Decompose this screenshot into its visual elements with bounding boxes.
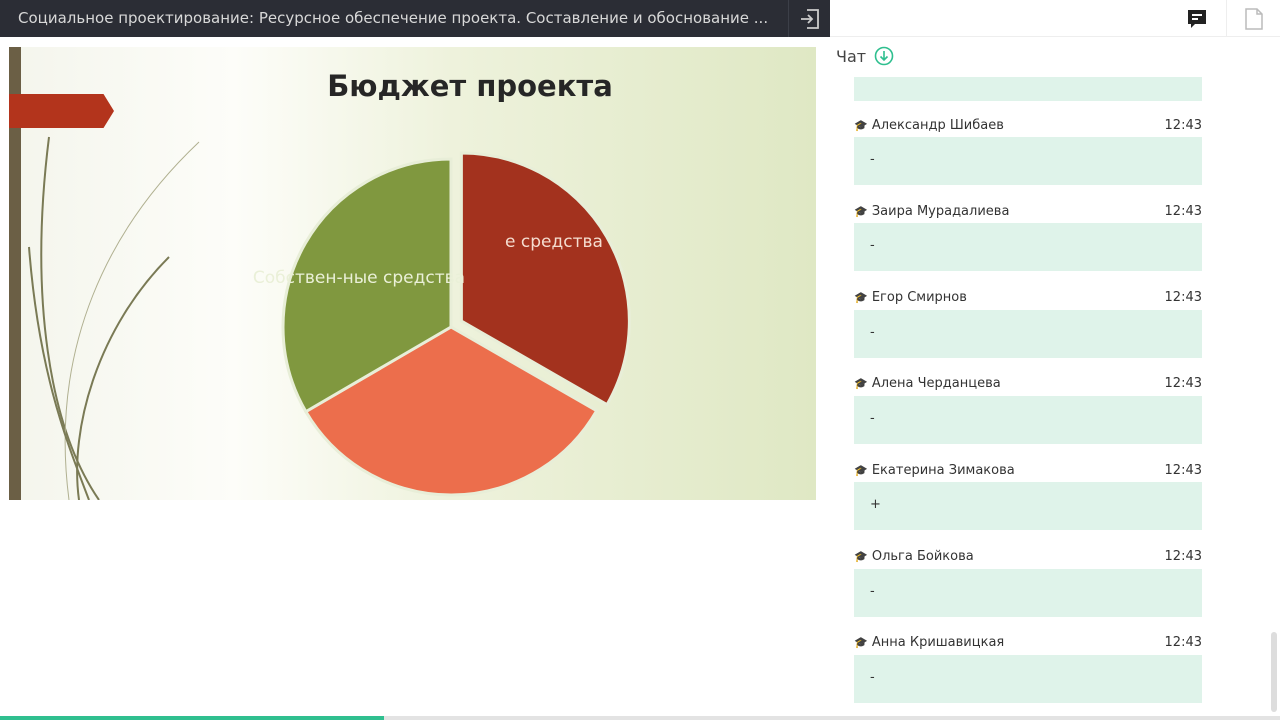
pie-slice xyxy=(303,325,599,497)
chat-message: 🎓 Заира Мурадалиева 12:43 - xyxy=(854,201,1202,272)
message-time: 12:43 xyxy=(1164,290,1202,306)
scroll-down-icon[interactable] xyxy=(874,46,894,66)
document-button[interactable] xyxy=(1226,0,1280,37)
message-time: 12:43 xyxy=(1164,117,1202,133)
message-time: 12:43 xyxy=(1164,635,1202,651)
chat-message: 🎓 Анна Кришавицкая 12:43 - xyxy=(854,633,1202,703)
pie-slice xyxy=(281,157,453,414)
message-time: 12:43 xyxy=(1164,203,1202,219)
message-text: - xyxy=(854,654,1202,703)
document-icon xyxy=(1244,7,1263,30)
chat-title: Чат xyxy=(836,46,867,66)
message-time: 12:43 xyxy=(1164,376,1202,392)
chat-icon[interactable] xyxy=(1186,8,1208,30)
message-author: 🎓 Александр Шибаев xyxy=(854,117,1004,133)
graduation-cap-icon: 🎓 xyxy=(854,204,868,218)
chat-header: Чат xyxy=(836,46,894,66)
graduation-cap-icon: 🎓 xyxy=(854,636,868,650)
message-time: 12:43 xyxy=(1164,549,1202,564)
grass-decoration xyxy=(28,136,200,500)
title-bar: Социальное проектирование: Ресурсное обе… xyxy=(0,0,830,37)
message-author: 🎓 Анна Кришавицкая xyxy=(854,635,1005,651)
graduation-cap-icon: 🎓 xyxy=(854,291,868,305)
message-text: - xyxy=(854,309,1202,358)
progress-fill xyxy=(0,716,384,720)
message-author: 🎓 Ольга Бойкова xyxy=(854,549,974,564)
pie-slice xyxy=(459,151,631,407)
chat-message: 🎓 Егор Смирнов 12:43 - xyxy=(854,288,1202,358)
graduation-cap-icon: 🎓 xyxy=(854,463,868,477)
lesson-title: Социальное проектирование: Ресурсное обе… xyxy=(18,9,769,27)
exit-icon xyxy=(800,8,819,29)
slice-label: е средства xyxy=(505,232,603,252)
pie-chart: Собствен-ные средства е средства xyxy=(253,151,631,497)
graduation-cap-icon: 🎓 xyxy=(854,118,868,132)
chat-scrollbar[interactable] xyxy=(1271,632,1277,712)
message-author: 🎓 Алена Черданцева xyxy=(854,376,1001,392)
message-author: 🎓 Екатерина Зимакова xyxy=(854,462,1015,478)
panel-toolbar xyxy=(830,0,1280,37)
message-text: - xyxy=(854,568,1202,617)
slide-side-bar xyxy=(9,47,21,500)
chat-message: 🎓 Екатерина Зимакова 12:43 + xyxy=(854,460,1202,531)
slice-label: Собствен-ные средства xyxy=(253,268,465,288)
chat-message: 🎓 Алена Черданцева 12:43 - xyxy=(854,374,1202,444)
message-bubble xyxy=(854,77,1202,101)
message-text: + xyxy=(854,482,1202,531)
message-text: - xyxy=(854,395,1202,444)
arrow-decoration xyxy=(9,94,114,128)
message-text: - xyxy=(854,223,1202,272)
chat-message: 🎓 Ольга Бойкова 12:43 - xyxy=(854,547,1202,617)
graduation-cap-icon: 🎓 xyxy=(854,377,868,391)
message-time: 12:43 xyxy=(1164,462,1202,478)
message-author: 🎓 Егор Смирнов xyxy=(854,290,967,306)
message-text: - xyxy=(854,137,1202,185)
chat-message: 🎓 Александр Шибаев 12:43 - xyxy=(854,115,1202,185)
message-author: 🎓 Заира Мурадалиева xyxy=(854,203,1010,219)
progress-bar xyxy=(0,716,1280,720)
graduation-cap-icon: 🎓 xyxy=(854,550,868,563)
slide-title: Бюджет проекта xyxy=(327,69,613,103)
exit-button[interactable] xyxy=(788,0,830,37)
presentation-slide: Бюджет проекта Собствен-ные средства е ср… xyxy=(9,47,816,500)
